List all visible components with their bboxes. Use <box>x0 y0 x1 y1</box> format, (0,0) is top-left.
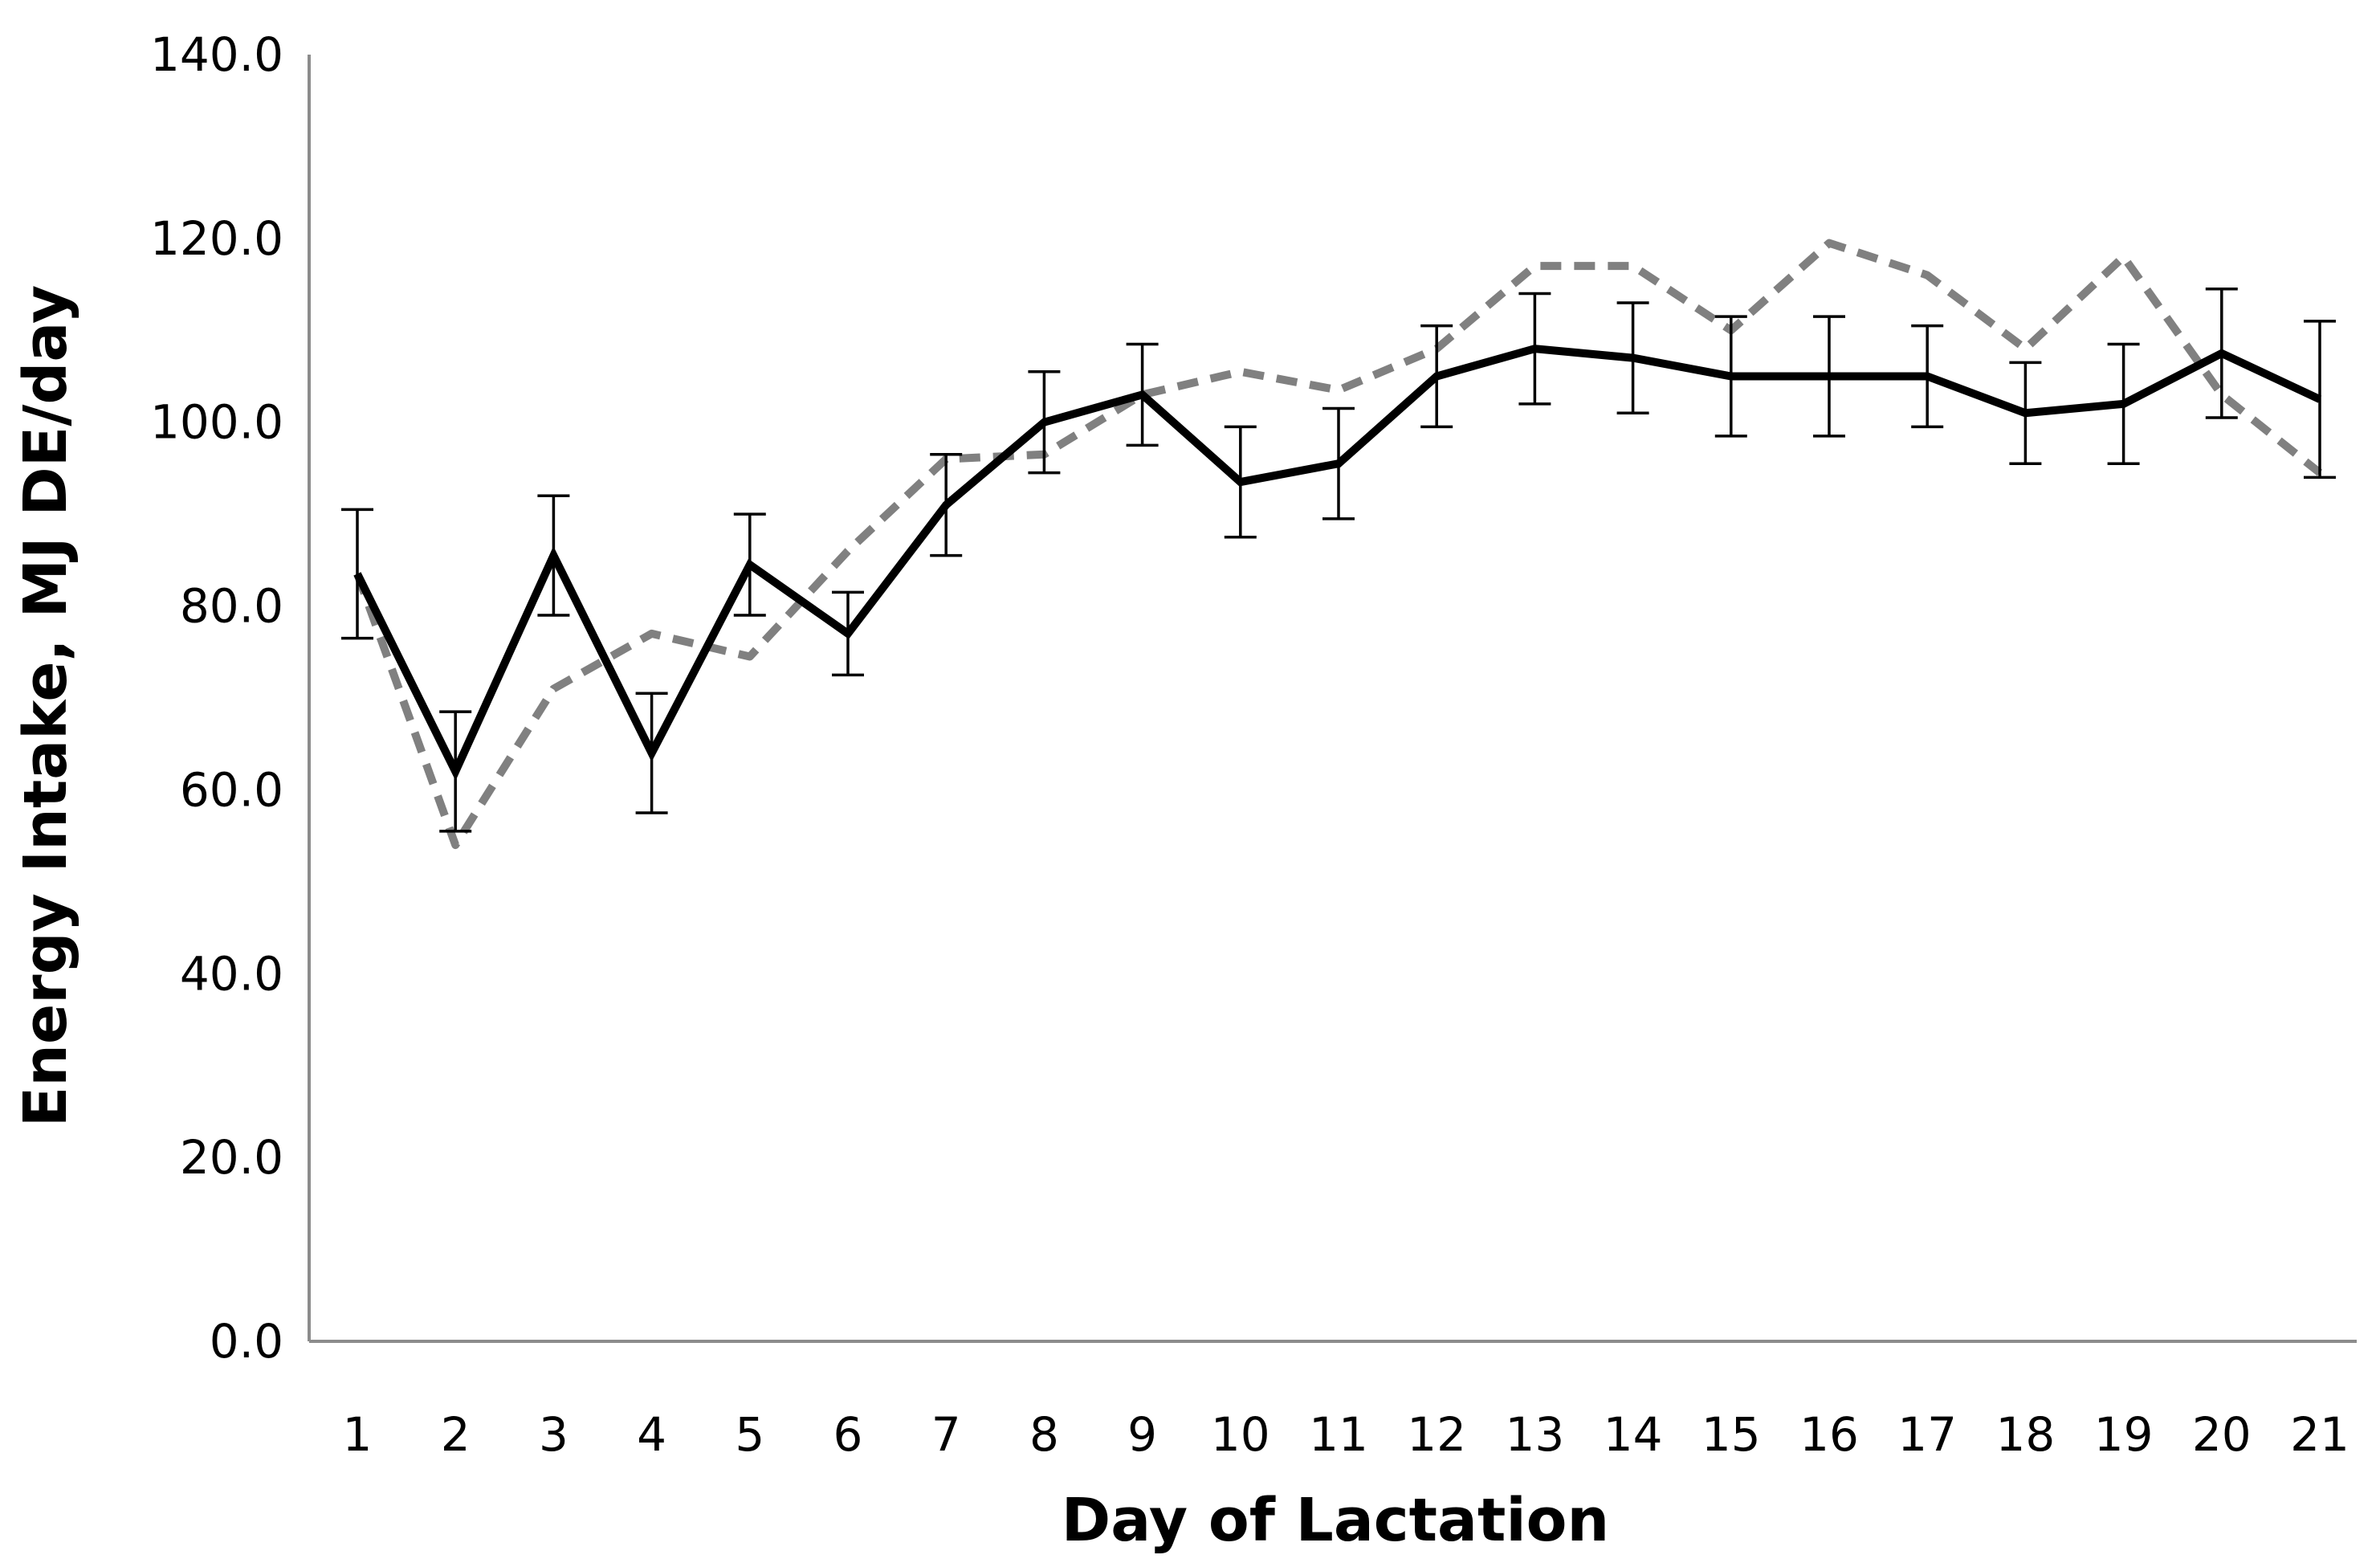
y-axis: 0.0 20.0 40.0 60.0 80.0 100.0 120.0 140.0 <box>150 27 311 1369</box>
x-tick-label: 14 <box>1604 1407 1663 1462</box>
y-tick-label: 100.0 <box>150 395 283 450</box>
x-tick-label: 13 <box>1505 1407 1564 1462</box>
x-tick-label: 12 <box>1407 1407 1466 1462</box>
y-tick-label: 40.0 <box>180 946 283 1001</box>
y-axis-title: Energy Intake, MJ DE/day <box>11 285 80 1128</box>
y-tick-label: 0.0 <box>210 1314 283 1369</box>
x-tick-label: 18 <box>1995 1407 2055 1462</box>
x-tick-label: 1 <box>343 1407 373 1462</box>
y-tick-label: 120.0 <box>150 211 283 266</box>
x-axis: 1 2 3 4 5 6 7 8 9 10 11 12 13 14 15 16 17 18 19 20 21 <box>309 1340 2357 1462</box>
x-tick-label: 7 <box>931 1407 961 1462</box>
x-tick-label: 2 <box>441 1407 471 1462</box>
series-line-dashed <box>353 239 2323 850</box>
x-axis-title: Day of Lactation <box>1062 1486 1609 1555</box>
x-tick-label: 3 <box>539 1407 569 1462</box>
x-tick-label: 19 <box>2094 1407 2154 1462</box>
x-tick-label: 16 <box>1799 1407 1859 1462</box>
y-tick-label: 80.0 <box>180 579 283 634</box>
y-tick-label: 140.0 <box>150 27 283 82</box>
x-tick-label: 5 <box>735 1407 764 1462</box>
y-tick-label: 60.0 <box>180 762 283 817</box>
x-tick-label: 8 <box>1029 1407 1059 1462</box>
series-line-solid <box>353 345 2322 782</box>
x-tick-label: 21 <box>2290 1407 2349 1462</box>
x-tick-label: 17 <box>1897 1407 1957 1462</box>
x-tick-label: 15 <box>1701 1407 1761 1462</box>
x-tick-label: 4 <box>637 1407 666 1462</box>
x-tick-label: 10 <box>1211 1407 1270 1462</box>
x-tick-label: 9 <box>1127 1407 1157 1462</box>
x-tick-label: 6 <box>833 1407 863 1462</box>
y-tick-label: 20.0 <box>180 1130 283 1185</box>
x-tick-label: 20 <box>2192 1407 2252 1462</box>
x-tick-label: 11 <box>1309 1407 1368 1462</box>
series-layer <box>341 239 2336 850</box>
